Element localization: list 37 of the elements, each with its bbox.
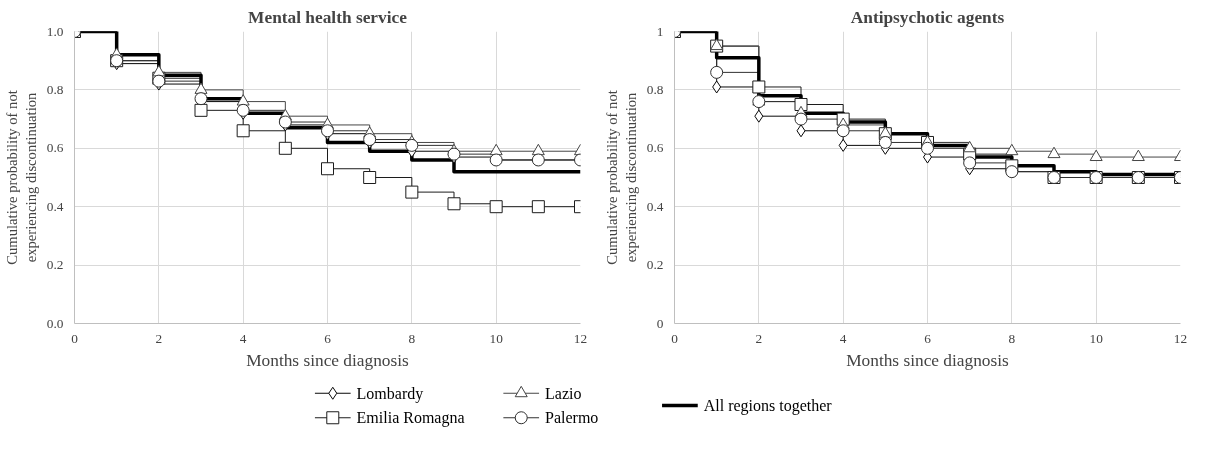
chart-title: Antipsychotic agents bbox=[850, 7, 1005, 27]
y-tick-label: 0.8 bbox=[646, 81, 664, 97]
y-tick-label: 0.0 bbox=[46, 315, 64, 331]
y-axis-title: Cumulative probability of not experiencing discontinuation bbox=[3, 90, 39, 265]
x-tick-label: 4 bbox=[839, 330, 847, 346]
x-tick-label: 12 bbox=[573, 330, 588, 346]
x-axis-title: Months since diagnosis bbox=[246, 350, 410, 370]
y-tick-label: 0.4 bbox=[46, 198, 64, 214]
legend-label: Lombardy bbox=[356, 384, 424, 403]
x-tick-label: 4 bbox=[239, 330, 247, 346]
x-tick-label: 8 bbox=[408, 330, 416, 346]
x-tick-label: 10 bbox=[1089, 330, 1104, 346]
chart-title: Mental health service bbox=[248, 7, 408, 27]
x-tick-label: 6 bbox=[924, 330, 932, 346]
legend-label: Emilia Romagna bbox=[356, 409, 465, 428]
y-tick-label: 0.8 bbox=[46, 81, 64, 97]
y-tick-label: 1.0 bbox=[46, 23, 64, 39]
y-tick-label: 0.6 bbox=[646, 140, 664, 156]
x-tick-label: 8 bbox=[1008, 330, 1016, 346]
x-tick-label: 0 bbox=[671, 330, 679, 346]
x-axis-title: Months since diagnosis bbox=[846, 350, 1010, 370]
x-tick-label: 2 bbox=[755, 330, 763, 346]
x-tick-label: 0 bbox=[71, 330, 79, 346]
y-tick-label: 0.2 bbox=[646, 257, 664, 273]
y-tick-label: 0.6 bbox=[46, 140, 64, 156]
y-tick-label: 0.2 bbox=[46, 257, 64, 273]
x-tick-label: 12 bbox=[1173, 330, 1188, 346]
y-tick-label: 0 bbox=[656, 315, 664, 331]
legend-label: All regions together bbox=[703, 397, 833, 415]
y-tick-label: 1 bbox=[656, 23, 664, 39]
legend-label: Palermo bbox=[545, 409, 599, 427]
x-tick-label: 2 bbox=[155, 330, 163, 346]
x-tick-label: 6 bbox=[324, 330, 332, 346]
x-tick-label: 10 bbox=[489, 330, 504, 346]
y-axis-title: Cumulative probability of not experiencing discontinuation bbox=[603, 90, 639, 265]
legend-label: Lazio bbox=[545, 384, 582, 402]
y-tick-label: 0.4 bbox=[646, 198, 664, 214]
